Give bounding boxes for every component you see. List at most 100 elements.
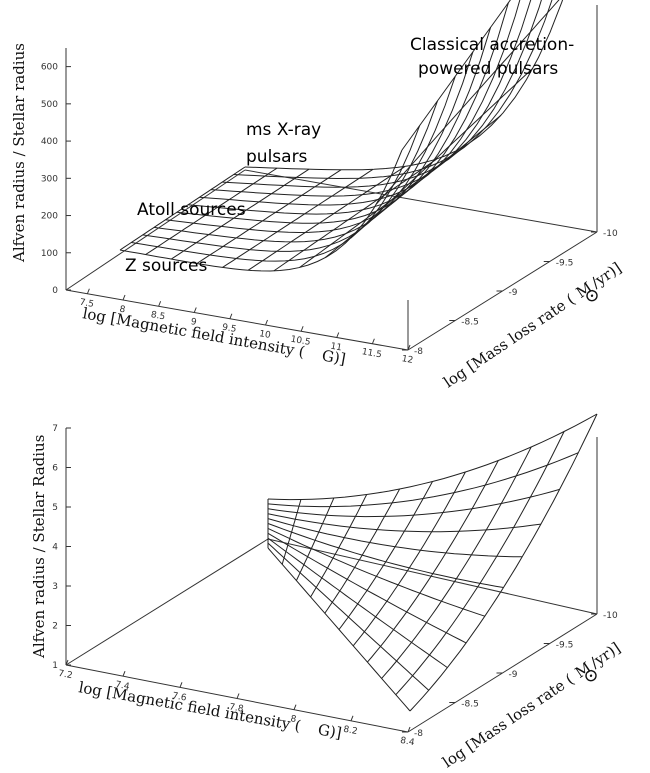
top-y-tick-label: -9.5 (556, 259, 574, 269)
top-x-tick-mark (122, 294, 126, 301)
bottom-x-tick-label: 7.4 (114, 680, 130, 692)
top-y-axis-label-pre: log [Mass loss rate ( (440, 290, 578, 391)
bottom-mesh-line-v (267, 488, 560, 518)
bottom-y-axis-label-pre: log [Mass loss rate ( (439, 670, 577, 771)
bottom-z-tick-label: 6 (52, 464, 58, 474)
top-y-tick-label: -9 (509, 288, 518, 298)
bottom-z-axis-label: Alfven radius / Stellar Radius (30, 435, 48, 659)
bottom-sun-symbol (585, 669, 597, 682)
top-z-tick-label: 400 (41, 137, 58, 147)
bottom-x-tick-mark (65, 659, 69, 666)
top-mesh-line-v (244, 0, 564, 171)
bottom-x-tick-mark (350, 715, 354, 722)
top-x-tick-label: 10.5 (290, 335, 311, 348)
bottom-y-axis-label-post: /yr)] (587, 639, 624, 672)
top-sun-symbol-dot (590, 294, 594, 297)
top-mesh-line-v (210, 0, 532, 197)
top-x-tick-label: 10 (258, 329, 271, 341)
top-x-tick-label: 11 (330, 342, 343, 354)
bottom-mesh-line-v (267, 547, 411, 712)
top-mesh-line-u (247, 165, 406, 271)
top-mesh-line-u (196, 169, 342, 264)
top-sun-symbol (586, 289, 598, 302)
bottom-mesh-line-v (267, 413, 598, 501)
top-mesh-line-u (222, 168, 374, 268)
bottom-x-tick-mark (122, 670, 126, 677)
annotation-ms-xray-1: ms X-ray (246, 120, 321, 140)
top-mesh-line-u (145, 167, 278, 255)
bottom-y-tick-label: -8.5 (461, 700, 479, 710)
bottom-mesh-line-v (267, 532, 467, 644)
top-x-axis-label-group: log [Magnetic field intensity ( G)] (81, 304, 347, 368)
bottom-back-floor-edge-2 (267, 538, 598, 615)
bottom-x-tick-label: 8.2 (342, 725, 358, 737)
bottom-x-tick-mark (236, 693, 240, 699)
top-frame (65, 5, 598, 351)
top-ticks: 0 100 200 300 400 500 600 7.5 8 8.5 9 9.5 10 10.5 11 11… (41, 63, 618, 366)
bottom-x-tick-label: 7.6 (171, 691, 187, 703)
top-x-tick-mark (407, 344, 411, 351)
top-y-tick-label: -8 (414, 347, 423, 357)
bottom-y-tick-label: -8 (414, 729, 423, 739)
top-x-tick-mark (265, 319, 268, 326)
bottom-mesh-line-u (324, 488, 401, 614)
top-mesh-line-v (199, 0, 521, 206)
top-back-floor-edge-2 (244, 169, 598, 233)
top-z-tick-label: 300 (41, 174, 58, 184)
bottom-mesh-line-u (381, 446, 532, 679)
bottom-z-tick-label: 1 (52, 661, 58, 671)
bottom-mesh-line-v (267, 542, 430, 691)
bottom-mesh-line-v (267, 452, 579, 508)
bottom-x-tick-mark (407, 726, 411, 733)
top-mesh-line-v (176, 27, 492, 224)
annotation-ms-xray-2: pulsars (246, 147, 308, 167)
bottom-mesh-line-u (310, 494, 368, 598)
top-x-axis-label-post: G)] (321, 346, 347, 368)
bottom-z-tick-label: 3 (52, 582, 58, 592)
top-y-tick-label: -10 (603, 229, 618, 239)
bottom-z-tick-label: 4 (52, 543, 58, 553)
bottom-x-axis-label-pre: log [Magnetic field intensity ( (77, 678, 302, 735)
bottom-back-floor-edge (65, 538, 269, 666)
top-x-tick-label: 11.5 (361, 347, 382, 360)
bottom-mesh-line-u (395, 431, 565, 696)
top-y-axis-label-post: /yr)] (588, 259, 625, 292)
top-x-tick-mark (336, 332, 340, 338)
bottom-y-tick-label: -9 (509, 670, 518, 680)
top-x-tick-label: 9.5 (221, 323, 237, 335)
bottom-mesh-line-v (267, 527, 485, 617)
top-x-tick-mark (158, 301, 162, 307)
top-x-tick-label: 8 (119, 305, 127, 316)
top-mesh-line-u (350, 67, 534, 239)
top-mesh-line-u (119, 166, 246, 251)
bottom-mesh-line-u (367, 460, 499, 663)
bottom-x-tick-mark (293, 704, 297, 710)
top-mesh-line-v (222, 0, 542, 188)
top-mesh-line-u (171, 168, 310, 260)
top-y-tick-label: -8.5 (461, 318, 479, 328)
top-x-tick-mark (86, 288, 90, 294)
bottom-y-tick-label: -9.5 (556, 641, 574, 651)
top-z-tick-label: 500 (41, 100, 58, 110)
bottom-mesh-line-v (267, 523, 504, 588)
bottom-z-tick-label: 7 (52, 424, 58, 434)
bottom-x-tick-label: 8.4 (399, 736, 415, 748)
bottom-x-tick-label: 7.8 (228, 702, 244, 714)
top-mesh-line-u (401, 0, 511, 151)
bottom-surface-mesh (267, 413, 598, 712)
top-x-tick-label: 9 (190, 317, 198, 328)
top-mesh-line-v (233, 0, 553, 180)
bottom-x-tick-label: 8 (290, 714, 298, 725)
annotation-z-sources: Z sources (125, 256, 208, 276)
bottom-x-axis-label-post: G)] (317, 720, 343, 742)
top-mesh-line-u (376, 0, 560, 205)
top-z-tick-label: 600 (41, 63, 58, 73)
top-surface-mesh (119, 0, 564, 272)
bottom-mesh-line-v (267, 537, 448, 669)
top-x-tick-label: 8.5 (150, 310, 166, 322)
surface-plot-top: 0 100 200 300 400 500 600 7.5 8 8.5 9 9.5 10 10.5 11 11… (10, 0, 625, 391)
bottom-ticks: 1 2 3 4 5 6 7 7.2 7.4 7.6 7.8 8 8.2 8.4-8 -8.5 -9 -9.5 -1… (52, 424, 618, 748)
bottom-mesh-line-v (267, 518, 523, 558)
top-z-tick-label: 100 (41, 249, 58, 259)
top-z-axis-label: Alfven radius / Stellar radius (10, 43, 28, 263)
